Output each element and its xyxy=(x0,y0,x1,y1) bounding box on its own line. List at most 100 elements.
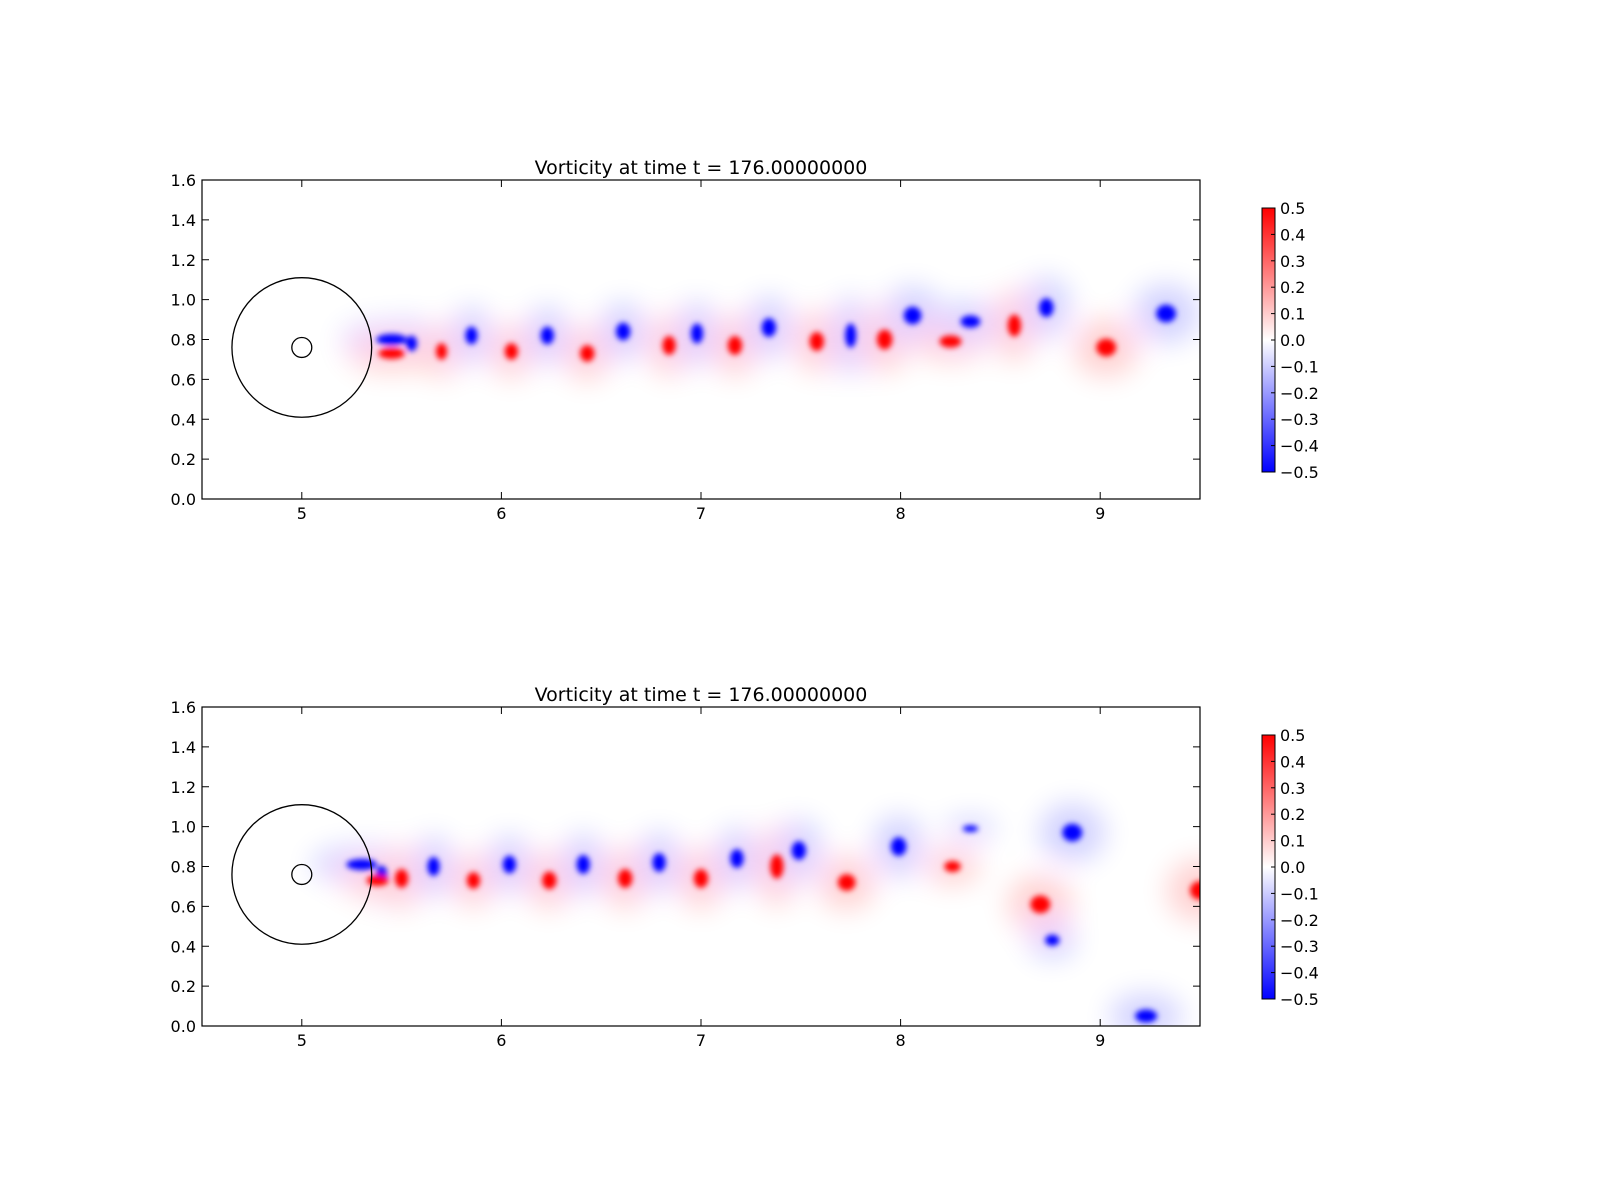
vortex-positive xyxy=(1030,895,1051,914)
vortex-positive xyxy=(809,332,824,351)
vortex-negative xyxy=(502,855,516,874)
vortex-positive xyxy=(1096,338,1117,357)
colorbar-tick-label: 0.3 xyxy=(1280,779,1305,798)
x-tick-label: 7 xyxy=(696,1031,706,1050)
plot-area xyxy=(202,707,1200,1026)
colorbar-tick-label: −0.5 xyxy=(1280,990,1319,1009)
vortex-negative xyxy=(1156,304,1176,323)
x-tick-label: 5 xyxy=(297,1031,307,1050)
x-axis: 5 6 7 8 9 xyxy=(297,180,1105,523)
colorbar-tick-label: 0.1 xyxy=(1280,832,1305,851)
vorticity-field xyxy=(341,277,1199,381)
chart-title: Vorticity at time t = 176.00000000 xyxy=(535,684,868,706)
colorbar-tick-label: 0.4 xyxy=(1280,225,1305,244)
y-tick-label: 1.6 xyxy=(171,698,196,717)
vortex-negative xyxy=(690,323,704,344)
y-tick-label: 0.8 xyxy=(171,331,196,350)
vortex-negative xyxy=(465,326,478,345)
y-tick-label: 0.8 xyxy=(171,858,196,877)
vortex-negative xyxy=(962,825,979,832)
vortex-negative xyxy=(540,326,554,345)
wake-halo xyxy=(341,277,1199,381)
vortex-positive xyxy=(580,345,595,362)
colorbar-ticks: 0.5 0.4 0.3 0.2 0.1 0.0 −0.1 −0.2 −0.3 −0.4 −0.5 xyxy=(1271,726,1319,1009)
vortex-positive xyxy=(1190,881,1200,900)
colorbar: 0.5 0.4 0.3 0.2 0.1 0.0 −0.1 −0.2 −0.3 −0.4 −0.5 xyxy=(1261,726,1319,1009)
vortex-positive xyxy=(618,869,633,888)
vortex-negative xyxy=(791,841,806,860)
vortex-negative xyxy=(1135,1009,1158,1023)
colorbar-tick-label: 0.4 xyxy=(1280,752,1305,771)
vortex-cores xyxy=(346,823,1200,1023)
y-tick-label: 1.6 xyxy=(171,171,196,190)
colorbar-ticks: 0.5 0.4 0.3 0.2 0.1 0.0 −0.1 −0.2 −0.3 −0.4 −0.5 xyxy=(1271,199,1319,482)
y-tick-label: 0.6 xyxy=(171,370,196,389)
vortex-negative xyxy=(376,334,407,345)
vortex-positive xyxy=(944,861,961,872)
x-tick-label: 5 xyxy=(297,504,307,523)
y-tick-label: 0.2 xyxy=(171,450,196,469)
colorbar: 0.5 0.4 0.3 0.2 0.1 0.0 −0.1 −0.2 −0.3 −0.4 −0.5 xyxy=(1261,199,1319,482)
vortex-negative xyxy=(730,849,744,868)
y-tick-label: 1.2 xyxy=(171,251,196,270)
vortex-negative xyxy=(903,306,922,325)
vortex-positive xyxy=(662,336,676,355)
colorbar-tick-label: −0.2 xyxy=(1280,911,1319,930)
y-axis: 0.0 0.2 0.4 0.6 0.8 1.0 1.2 1.4 1.6 xyxy=(171,171,1200,509)
cylinder-circle xyxy=(291,863,313,886)
x-tick-label: 7 xyxy=(696,504,706,523)
overlay-circles xyxy=(231,277,373,418)
vortex-positive xyxy=(504,343,518,360)
vorticity-panel-top: Vorticity at time t = 176.00000000 5 6 7 8 9… xyxy=(171,157,1319,523)
y-tick-label: 1.2 xyxy=(171,778,196,797)
y-tick-label: 1.0 xyxy=(171,291,196,310)
y-tick-label: 0.2 xyxy=(171,977,196,996)
vortex-negative xyxy=(890,837,907,856)
vortex-negative xyxy=(845,323,857,348)
vortex-positive xyxy=(693,869,709,888)
y-tick-label: 0.0 xyxy=(171,490,196,509)
vortex-negative xyxy=(1039,298,1054,317)
y-tick-label: 1.4 xyxy=(171,211,196,230)
vortex-negative xyxy=(761,318,776,337)
x-tick-label: 9 xyxy=(1095,1031,1105,1050)
colorbar-tick-label: 0.5 xyxy=(1280,726,1305,745)
colorbar-tick-label: 0.2 xyxy=(1280,278,1305,297)
x-tick-label: 8 xyxy=(896,504,906,523)
vortex-positive xyxy=(395,869,409,888)
overlay-circles xyxy=(231,804,373,945)
vortex-negative xyxy=(616,322,631,341)
vortex-positive xyxy=(727,336,743,355)
y-tick-label: 0.4 xyxy=(171,937,196,956)
vortex-positive xyxy=(1007,314,1021,337)
vortex-positive xyxy=(466,872,481,889)
vortex-negative xyxy=(1062,823,1083,842)
y-tick-label: 1.0 xyxy=(171,818,196,837)
vortex-cores xyxy=(376,298,1176,362)
colorbar-tick-label: −0.5 xyxy=(1280,463,1319,482)
outer-domain-circle xyxy=(231,804,373,945)
x-tick-label: 6 xyxy=(496,1031,506,1050)
vortex-negative xyxy=(1045,934,1060,946)
x-tick-label: 8 xyxy=(896,1031,906,1050)
vortex-positive xyxy=(876,329,893,350)
colorbar-tick-label: −0.1 xyxy=(1280,357,1319,376)
vorticity-panel-bottom: Vorticity at time t = 176.00000000 5 6 7 8 9… xyxy=(171,684,1319,1050)
vortex-negative xyxy=(960,315,981,328)
vortex-positive xyxy=(366,874,389,886)
colorbar-tick-label: 0.0 xyxy=(1280,331,1305,350)
y-tick-label: 0.6 xyxy=(171,897,196,916)
vortex-negative xyxy=(427,857,440,876)
vortex-positive xyxy=(837,874,856,891)
colorbar-tick-label: −0.4 xyxy=(1280,437,1319,456)
vortex-positive xyxy=(939,335,962,348)
colorbar-tick-label: −0.3 xyxy=(1280,937,1319,956)
x-tick-label: 6 xyxy=(496,504,506,523)
colorbar-tick-label: 0.0 xyxy=(1280,858,1305,877)
colorbar-tick-label: −0.4 xyxy=(1280,964,1319,983)
vortex-negative xyxy=(346,859,378,870)
vortex-negative xyxy=(576,855,590,874)
y-tick-label: 1.4 xyxy=(171,738,196,757)
vortex-negative xyxy=(406,335,418,352)
